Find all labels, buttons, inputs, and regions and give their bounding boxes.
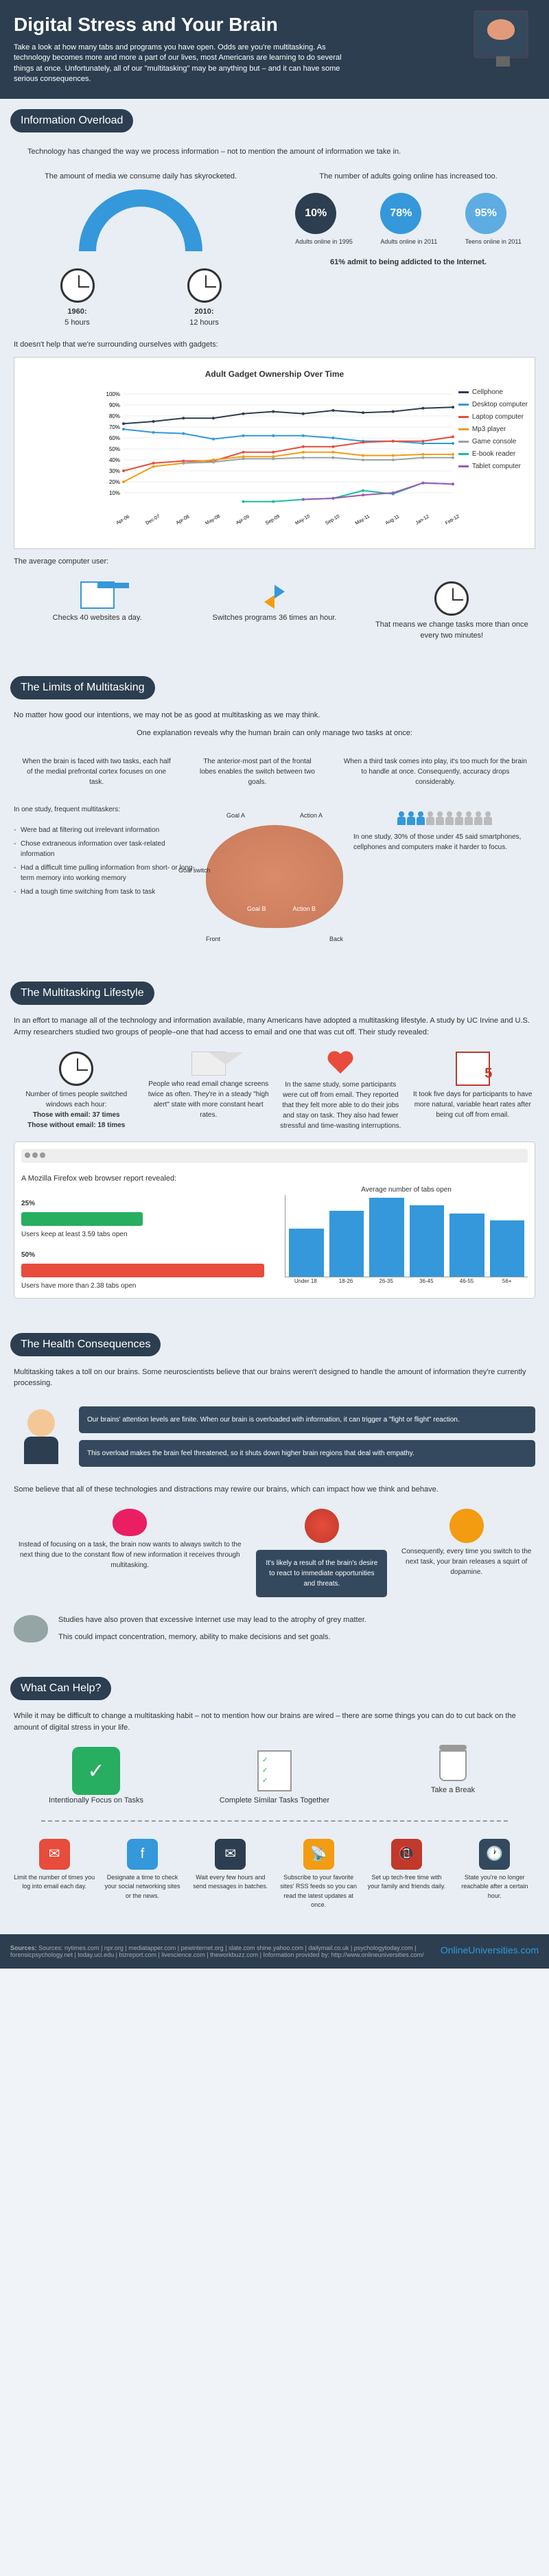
switch-icon [261, 581, 288, 609]
check-icon: ✓ [72, 1747, 120, 1795]
heart-icon [327, 1052, 354, 1076]
browser-window: A Mozilla Firefox web browser report rev… [14, 1141, 535, 1299]
svg-text:Feb-12: Feb-12 [445, 514, 460, 524]
section-info-overload: Information Overload [10, 109, 133, 132]
header-intro: Take a look at how many tabs and program… [14, 43, 357, 85]
envelope-icon [191, 1052, 226, 1076]
svg-text:Jan-12: Jan-12 [415, 514, 430, 524]
online-stats: 10%Adults online in 199578%Adults online… [281, 193, 535, 247]
s1-intro: Technology has changed the way we proces… [14, 143, 535, 161]
section-limits: The Limits of Multitasking [10, 676, 155, 699]
person-icon [21, 1409, 62, 1464]
splash-icon [305, 1509, 339, 1543]
page-title: Digital Stress and Your Brain [14, 14, 535, 36]
addict-stat: 61% admit to being addicted to the Inter… [281, 257, 535, 268]
footer: OnlineUniversities.com Sources: Sources:… [0, 1934, 549, 1969]
s2-intro: No matter how good our intentions, we ma… [14, 710, 535, 721]
media-title: The amount of media we consume daily has… [14, 171, 268, 183]
brain-pink-icon [113, 1509, 147, 1536]
multitasker-bullets: Were bad at filtering out irrelevant inf… [14, 825, 196, 897]
svg-text:Sep-09: Sep-09 [265, 514, 281, 524]
footer-logo: OnlineUniversities.com [441, 1945, 539, 1956]
svg-text:May-10: May-10 [294, 514, 311, 524]
svg-text:80%: 80% [109, 413, 120, 419]
clock-icon [59, 1052, 93, 1086]
svg-text:10%: 10% [109, 490, 120, 496]
avg-user: The average computer user: [14, 556, 535, 568]
arc-chart [14, 189, 268, 258]
svg-text:May-08: May-08 [205, 514, 221, 524]
svg-text:30%: 30% [109, 468, 120, 474]
svg-text:70%: 70% [109, 424, 120, 430]
clock-icon [434, 581, 469, 616]
monitor-icon [474, 10, 528, 58]
svg-text:Aug-11: Aug-11 [385, 514, 401, 524]
section-help: What Can Help? [10, 1677, 111, 1700]
svg-text:50%: 50% [109, 446, 120, 452]
gadget-chart: Adult Gadget Ownership Over Time 10%20%3… [14, 357, 535, 549]
svg-text:20%: 20% [109, 479, 120, 485]
online-title: The number of adults going online has in… [281, 171, 535, 183]
tabs-bar-chart [285, 1195, 528, 1277]
header: Digital Stress and Your Brain Take a loo… [0, 0, 549, 99]
clock-icon [60, 268, 95, 303]
checklist-icon [257, 1750, 292, 1791]
cup-icon [439, 1750, 467, 1781]
svg-text:100%: 100% [106, 391, 120, 397]
svg-text:90%: 90% [109, 402, 120, 408]
grey-brain-icon [14, 1615, 48, 1643]
section-lifestyle: The Multitasking Lifestyle [10, 982, 154, 1005]
s3-intro: In an effort to manage all of the techno… [14, 1015, 535, 1038]
svg-text:Apr-08: Apr-08 [176, 514, 191, 524]
section-health: The Health Consequences [10, 1333, 161, 1356]
calendar-icon [456, 1052, 490, 1086]
svg-text:Sep-10: Sep-10 [325, 514, 340, 524]
people-icons [353, 811, 535, 825]
svg-text:60%: 60% [109, 435, 120, 441]
svg-text:Apr-06: Apr-06 [115, 514, 130, 524]
brain-diagram: Goal A Action A Goal switch Goal B Actio… [206, 818, 343, 944]
clock-icon [187, 268, 222, 303]
s4-intro: Multitasking takes a toll on our brains.… [14, 1367, 535, 1389]
svg-text:May-11: May-11 [355, 514, 371, 524]
svg-text:40%: 40% [109, 457, 120, 463]
gadget-intro: It doesn't help that we're surrounding o… [14, 339, 535, 351]
svg-text:Dec-07: Dec-07 [145, 514, 161, 524]
small-tips: ✉Limit the number of times you log into … [14, 1835, 535, 1910]
dopamine-icon [449, 1509, 484, 1543]
s5-intro: While it may be difficult to change a mu… [14, 1710, 535, 1733]
website-icon [80, 581, 115, 609]
svg-text:Apr-09: Apr-09 [235, 514, 250, 524]
